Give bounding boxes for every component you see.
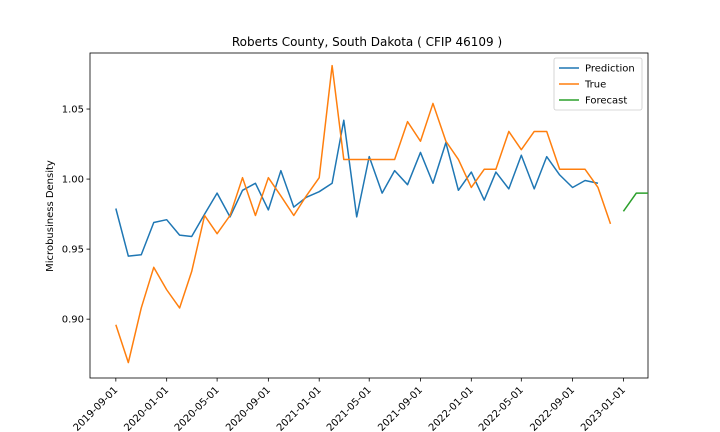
y-axis: 0.90 0.95 1.00 1.05 — [62, 105, 90, 326]
y-tick-label: 1.00 — [62, 175, 84, 186]
chart-title: Roberts County, South Dakota ( CFIP 4610… — [232, 35, 502, 49]
x-tick-label: 2022-09-01 — [528, 385, 577, 432]
legend-box — [553, 57, 643, 111]
x-axis: 2019-09-01 2020-01-01 2020-05-01 2020-09-01… — [72, 378, 628, 432]
y-axis-title: Microbusiness Density — [45, 160, 56, 272]
x-tick-label: 2021-05-01 — [325, 385, 374, 432]
y-tick-label: 1.05 — [62, 105, 84, 116]
legend-label-forecast: Forecast — [585, 96, 627, 107]
x-tick-label: 2021-01-01 — [275, 385, 324, 432]
legend: Prediction True Forecast — [553, 57, 643, 111]
x-tick-label: 2019-09-01 — [72, 385, 121, 432]
x-tick-label: 2023-01-01 — [579, 385, 628, 432]
x-tick-label: 2020-09-01 — [224, 385, 273, 432]
x-tick-label: 2020-01-01 — [122, 385, 171, 432]
x-tick-label: 2021-09-01 — [376, 385, 425, 432]
legend-label-prediction: Prediction — [585, 64, 635, 75]
x-tick-label: 2020-05-01 — [173, 385, 222, 432]
series-line-true — [115, 64, 612, 364]
legend-label-true: True — [584, 80, 606, 91]
y-tick-label: 0.90 — [62, 315, 84, 326]
x-tick-label: 2022-05-01 — [477, 385, 526, 432]
x-tick-label: 2022-01-01 — [427, 385, 476, 432]
y-tick-label: 0.95 — [62, 245, 84, 256]
series-line-forecast — [622, 192, 648, 212]
series-line-prediction — [115, 119, 599, 257]
